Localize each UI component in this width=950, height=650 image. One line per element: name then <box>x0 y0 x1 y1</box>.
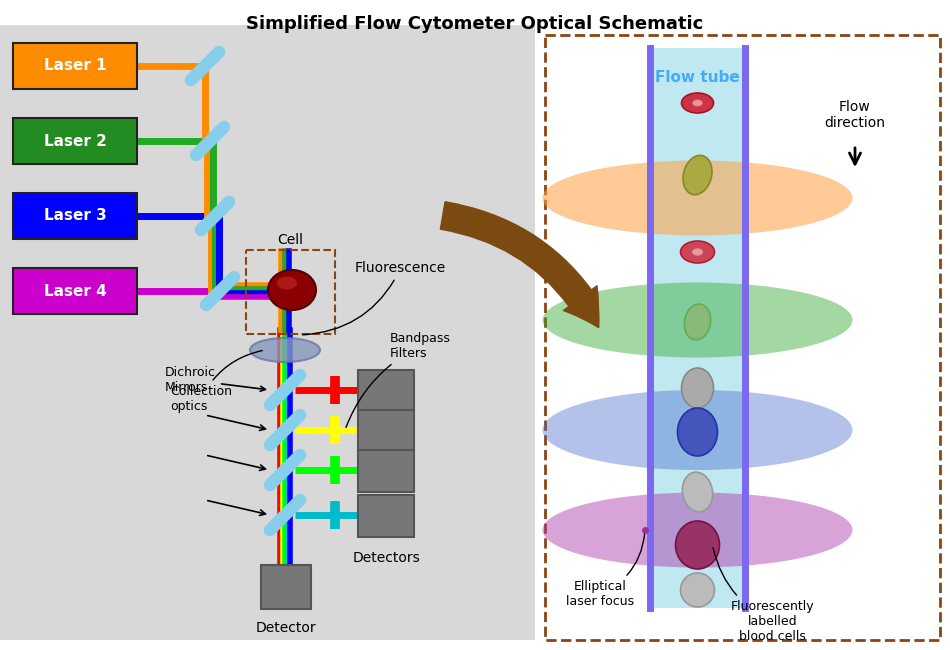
FancyBboxPatch shape <box>358 370 414 412</box>
FancyBboxPatch shape <box>13 118 137 164</box>
Text: Laser 3: Laser 3 <box>44 209 106 224</box>
Text: Detector: Detector <box>256 621 316 635</box>
FancyBboxPatch shape <box>358 410 414 452</box>
Ellipse shape <box>542 283 852 358</box>
Ellipse shape <box>542 493 852 567</box>
Ellipse shape <box>684 304 711 340</box>
Text: Laser 1: Laser 1 <box>44 58 106 73</box>
FancyBboxPatch shape <box>261 565 311 609</box>
Text: Cell: Cell <box>277 233 303 247</box>
FancyBboxPatch shape <box>358 495 414 537</box>
Text: Collection
optics: Collection optics <box>170 350 262 413</box>
Text: Detectors: Detectors <box>352 551 420 565</box>
Ellipse shape <box>675 521 719 569</box>
Ellipse shape <box>681 368 713 408</box>
Text: Simplified Flow Cytometer Optical Schematic: Simplified Flow Cytometer Optical Schema… <box>246 15 704 33</box>
Text: Elliptical
laser focus: Elliptical laser focus <box>566 533 645 608</box>
Ellipse shape <box>683 155 712 194</box>
Text: Flow
direction: Flow direction <box>825 100 885 130</box>
FancyBboxPatch shape <box>545 35 940 640</box>
Ellipse shape <box>680 241 714 263</box>
Ellipse shape <box>677 408 717 456</box>
FancyBboxPatch shape <box>13 193 137 239</box>
Ellipse shape <box>542 390 852 470</box>
Ellipse shape <box>693 249 703 255</box>
Text: Bandpass
Filters: Bandpass Filters <box>346 332 451 428</box>
Ellipse shape <box>680 573 714 607</box>
Ellipse shape <box>681 93 713 113</box>
FancyBboxPatch shape <box>0 25 535 640</box>
FancyBboxPatch shape <box>650 48 745 608</box>
Text: Flow tube: Flow tube <box>656 70 740 86</box>
Ellipse shape <box>277 276 297 289</box>
Text: Laser 4: Laser 4 <box>44 283 106 298</box>
FancyBboxPatch shape <box>358 450 414 492</box>
Text: Dichroic
Mirrors: Dichroic Mirrors <box>165 366 265 394</box>
Ellipse shape <box>682 472 712 512</box>
Text: Fluorescence: Fluorescence <box>303 261 446 335</box>
Ellipse shape <box>268 270 316 310</box>
Ellipse shape <box>542 161 852 235</box>
Ellipse shape <box>693 100 702 106</box>
FancyBboxPatch shape <box>13 43 137 89</box>
FancyArrowPatch shape <box>441 202 598 328</box>
FancyBboxPatch shape <box>13 268 137 314</box>
Text: Laser 2: Laser 2 <box>44 133 106 148</box>
Ellipse shape <box>250 338 320 362</box>
Text: Fluorescently
labelled
blood cells: Fluorescently labelled blood cells <box>713 548 814 643</box>
